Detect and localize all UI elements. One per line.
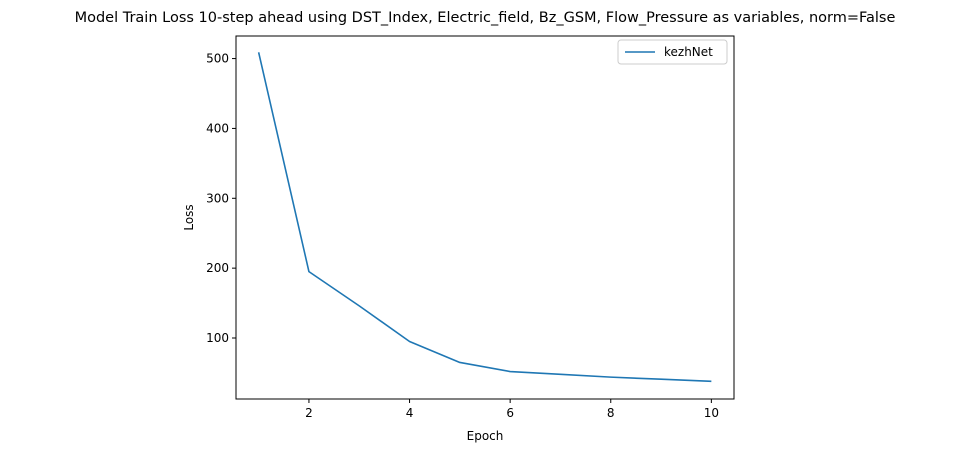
chart-title: Model Train Loss 10-step ahead using DST… bbox=[75, 10, 896, 26]
legend: kezhNet bbox=[617, 39, 728, 65]
plot-area bbox=[235, 35, 735, 400]
y-tick-label: 200 bbox=[206, 261, 229, 275]
series-line-kezhnet bbox=[257, 52, 712, 383]
y-axis-label: Loss bbox=[182, 204, 196, 230]
y-tick-label: 400 bbox=[206, 121, 229, 135]
x-axis-label: Epoch bbox=[467, 429, 504, 443]
y-tick-label: 300 bbox=[206, 191, 229, 205]
legend-entry-kezhnet: kezhNet bbox=[664, 45, 713, 59]
legend-box bbox=[617, 39, 728, 65]
x-tick-label: 2 bbox=[305, 406, 313, 420]
series-layer bbox=[257, 52, 712, 383]
y-tick-label: 500 bbox=[206, 52, 229, 66]
x-axis-ticks: 2 4 6 8 10 bbox=[305, 399, 719, 420]
y-axis-ticks: 100 200 300 400 500 bbox=[206, 52, 236, 345]
x-tick-label: 10 bbox=[704, 406, 719, 420]
plot-frame bbox=[235, 35, 735, 400]
x-tick-label: 4 bbox=[406, 406, 414, 420]
x-tick-label: 8 bbox=[607, 406, 615, 420]
y-tick-label: 100 bbox=[206, 331, 229, 345]
x-tick-label: 6 bbox=[506, 406, 514, 420]
